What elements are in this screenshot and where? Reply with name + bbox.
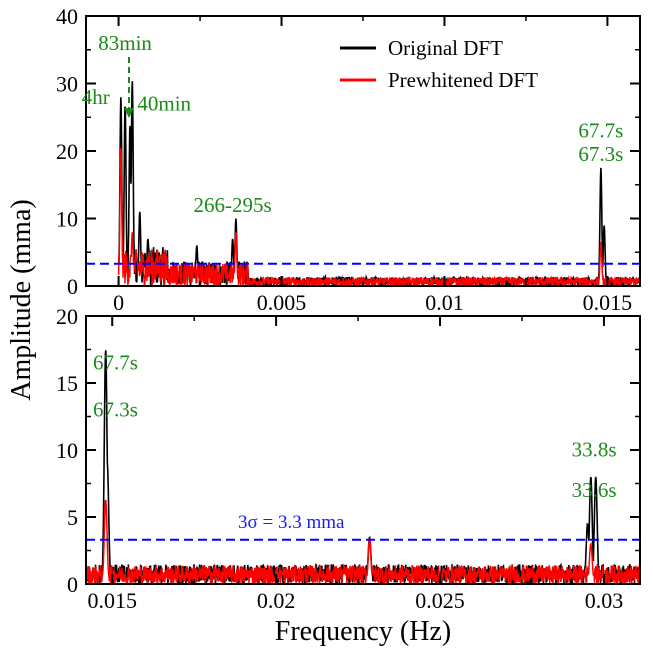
bottom-annotation: 33.6s xyxy=(572,478,617,502)
bottom-y-tick-label: 20 xyxy=(56,304,78,329)
top-annotation: 67.3s xyxy=(578,142,623,166)
bottom-annotation: 67.3s xyxy=(93,398,138,422)
top-annotation: 83min xyxy=(98,31,152,55)
bottom-series-prewhitened xyxy=(86,499,640,584)
bottom-ticks: 0.015 0.02 0.025 0.03 0 5 10 15 20 xyxy=(56,304,640,613)
top-y-tick-label: 10 xyxy=(56,207,78,232)
legend-prewhitened-label: Prewhitened DFT xyxy=(388,68,538,92)
top-y-tick-label: 0 xyxy=(67,274,78,299)
bottom-annotation: 67.7s xyxy=(93,351,138,375)
top-panel: 0 0.005 0.01 0.015 0 10 20 30 40 83min 4hr 40min 26… xyxy=(56,4,641,315)
top-x-tick-label: 0.01 xyxy=(425,290,464,315)
bottom-plot-area xyxy=(86,350,640,584)
top-y-tick-label: 20 xyxy=(56,139,78,164)
top-y-tick-label: 30 xyxy=(56,72,78,97)
bottom-x-tick-label: 0.03 xyxy=(585,588,624,613)
top-annotation: 4hr xyxy=(82,85,110,109)
x-axis-title: Frequency (Hz) xyxy=(275,616,451,647)
bottom-x-tick-label: 0.025 xyxy=(415,588,465,613)
bottom-x-tick-label: 0.015 xyxy=(87,588,137,613)
bottom-y-tick-label: 0 xyxy=(67,572,78,597)
bottom-series-group xyxy=(86,350,640,584)
arrow-83min-head xyxy=(124,108,134,118)
top-x-tick-label: 0 xyxy=(113,290,124,315)
top-ticks: 0 0.005 0.01 0.015 0 10 20 30 40 xyxy=(56,4,640,315)
top-y-tick-label: 40 xyxy=(56,4,78,29)
bottom-x-tick-label: 0.02 xyxy=(257,588,296,613)
bottom-y-tick-label: 5 xyxy=(67,505,78,530)
top-annotation: 266-295s xyxy=(194,193,272,217)
bottom-annotation: 33.8s xyxy=(572,438,617,462)
top-x-tick-label: 0.005 xyxy=(257,290,307,315)
y-axis-title: Amplitude (mma) xyxy=(6,199,37,400)
legend: Original DFT Prewhitened DFT xyxy=(340,36,538,92)
legend-original-label: Original DFT xyxy=(388,36,503,60)
bottom-y-tick-label: 15 xyxy=(56,371,78,396)
top-series-prewhitened xyxy=(117,147,640,286)
bottom-annotations: 67.7s 67.3s 33.8s 33.6s xyxy=(93,351,617,502)
top-x-tick-label: 0.015 xyxy=(583,290,633,315)
sigma-threshold-label: 3σ = 3.3 mma xyxy=(238,512,345,533)
bottom-y-tick-label: 10 xyxy=(56,438,78,463)
bottom-panel: 0.015 0.02 0.025 0.03 0 5 10 15 20 67.7s 67.3s 33.… xyxy=(56,304,641,613)
top-annotation: 67.7s xyxy=(578,119,623,143)
top-annotation: 40min xyxy=(137,92,191,116)
